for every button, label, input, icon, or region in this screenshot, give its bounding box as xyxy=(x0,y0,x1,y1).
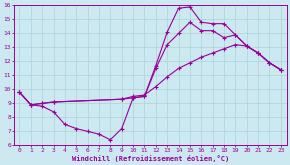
X-axis label: Windchill (Refroidissement éolien,°C): Windchill (Refroidissement éolien,°C) xyxy=(72,155,229,162)
